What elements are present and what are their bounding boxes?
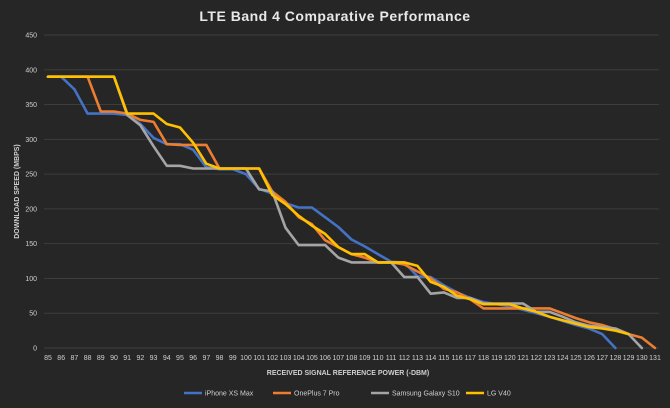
x-tick-label: 109 <box>359 355 371 362</box>
legend-label: LG V40 <box>487 391 511 398</box>
x-tick-label: 85 <box>44 355 52 362</box>
legend-label: Samsung Galaxy S10 <box>392 391 460 398</box>
legend: iPhone XS Max OnePlus 7 Pro Samsung Galaxy… <box>184 391 511 398</box>
x-tick-label: 96 <box>189 355 197 362</box>
x-tick-label: 108 <box>346 355 358 362</box>
x-tick-label: 103 <box>280 355 292 362</box>
x-tick-label: 116 <box>451 355 462 362</box>
x-tick-label: 127 <box>596 355 608 362</box>
x-tick-label: 102 <box>266 355 278 362</box>
x-tick-label: 86 <box>57 355 65 362</box>
x-tick-label: 88 <box>84 355 92 362</box>
x-tick-label: 98 <box>216 355 224 362</box>
legend-label: OnePlus 7 Pro <box>294 391 340 398</box>
x-tick-label: 114 <box>425 355 436 362</box>
series-line <box>46 75 657 350</box>
x-tick-label: 117 <box>465 355 476 362</box>
x-tick-label: 106 <box>319 355 331 362</box>
x-tick-label: 100 <box>240 355 252 362</box>
x-tick-label: 113 <box>412 355 423 362</box>
y-axis-title: DOWNLOAD SPEED (MBPS) <box>14 144 21 239</box>
x-tick-label: 123 <box>544 355 556 362</box>
y-tick-label: 0 <box>33 346 37 353</box>
x-tick-label: 131 <box>649 355 661 362</box>
x-tick-label: 110 <box>372 355 383 362</box>
series-line <box>46 75 630 336</box>
x-tick-label: 118 <box>478 355 489 362</box>
x-tick-label: 94 <box>163 355 171 362</box>
x-axis-ticks: 85 86 87 88 89 90 91 92 93 94 95 96 97 98 99 100 101 102 1… <box>44 355 661 362</box>
grid-lines <box>44 34 659 349</box>
y-tick-label: 200 <box>25 206 37 213</box>
x-tick-label: 124 <box>557 355 569 362</box>
x-tick-label: 128 <box>610 355 622 362</box>
x-axis-title: RECEIVED SIGNAL REFERENCE POWER (-DBM) <box>267 370 429 377</box>
y-axis-ticks: 0 50 100 150 200 250 300 350 400 450 <box>25 33 37 353</box>
x-tick-label: 95 <box>176 355 184 362</box>
y-tick-label: 50 <box>29 311 37 318</box>
series-line <box>46 75 644 350</box>
x-tick-label: 111 <box>386 355 397 362</box>
x-tick-label: 115 <box>438 355 449 362</box>
y-tick-label: 300 <box>25 137 37 144</box>
chart-title: LTE Band 4 Comparative Performance <box>199 8 470 24</box>
x-tick-label: 130 <box>636 355 648 362</box>
x-tick-label: 90 <box>110 355 118 362</box>
x-tick-label: 119 <box>491 355 502 362</box>
x-tick-label: 125 <box>570 355 582 362</box>
y-tick-label: 150 <box>25 241 37 248</box>
x-tick-label: 99 <box>229 355 237 362</box>
x-tick-label: 122 <box>530 355 542 362</box>
x-tick-label: 112 <box>399 355 410 362</box>
x-tick-label: 129 <box>623 355 635 362</box>
series-lines <box>46 75 657 350</box>
y-tick-label: 350 <box>25 102 37 109</box>
x-tick-label: 89 <box>97 355 105 362</box>
x-tick-label: 105 <box>306 355 318 362</box>
x-tick-label: 101 <box>253 355 265 362</box>
x-tick-label: 93 <box>150 355 158 362</box>
y-tick-label: 450 <box>25 33 37 40</box>
y-tick-label: 250 <box>25 172 37 179</box>
x-tick-label: 104 <box>293 355 305 362</box>
x-tick-label: 87 <box>70 355 78 362</box>
legend-label: iPhone XS Max <box>205 391 254 398</box>
x-tick-label: 107 <box>332 355 344 362</box>
x-tick-label: 91 <box>123 355 131 362</box>
x-tick-label: 126 <box>583 355 595 362</box>
x-tick-label: 121 <box>517 355 529 362</box>
x-tick-label: 97 <box>202 355 210 362</box>
y-tick-label: 400 <box>25 67 37 74</box>
y-tick-label: 100 <box>25 276 37 283</box>
x-tick-label: 92 <box>136 355 144 362</box>
x-tick-label: 120 <box>504 355 516 362</box>
